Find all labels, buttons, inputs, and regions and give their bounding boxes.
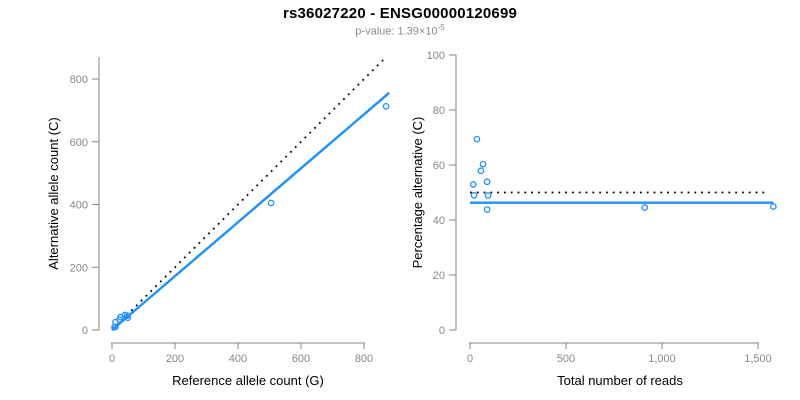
y-tick-label: 100 <box>427 50 445 62</box>
regression-line <box>111 91 390 331</box>
x-tick-label: 800 <box>355 353 373 365</box>
x-tick-label: 0 <box>109 353 115 365</box>
x-tick-label: 1,000 <box>648 353 676 365</box>
data-point <box>123 312 131 319</box>
data-point <box>770 203 777 210</box>
y-tick-label: 200 <box>70 262 88 274</box>
x-tick-label: 400 <box>229 353 247 365</box>
data-point <box>477 167 485 175</box>
pvalue-exponent: -5 <box>437 23 445 32</box>
identity-line <box>111 58 386 331</box>
y-tick-label: 800 <box>70 74 88 86</box>
y-tick-label: 60 <box>433 160 445 172</box>
data-point <box>479 160 487 168</box>
data-point <box>382 102 390 110</box>
y-tick-label: 80 <box>433 105 445 117</box>
data-point <box>641 204 649 211</box>
y-axis-title: Alternative allele count (C) <box>46 117 61 269</box>
x-tick-label: 500 <box>557 353 575 365</box>
x-tick-label: 200 <box>166 353 184 365</box>
x-axis-title: Reference allele count (G) <box>172 373 324 388</box>
plot-title: rs36027220 - ENSG00000120699 <box>282 5 518 22</box>
plot-subtitle: p-value: 1.39×10-5 <box>0 23 800 38</box>
x-tick-label: 0 <box>467 353 473 365</box>
y-tick-label: 20 <box>433 270 445 282</box>
data-point <box>483 206 491 213</box>
data-point <box>473 135 481 143</box>
x-tick-label: 600 <box>292 353 310 365</box>
x-tick-label: 1,500 <box>744 353 772 365</box>
data-point <box>112 323 119 331</box>
right-plot: 0 500 1,000 1,500 0 20 40 60 80 100 Total number o… <box>410 50 777 388</box>
pvalue-text: p-value: 1.39×10 <box>355 25 438 38</box>
y-tick-label: 600 <box>70 137 88 149</box>
data-point <box>470 191 478 199</box>
data-point <box>484 192 492 199</box>
y-axis-title: Percentage alternative (C) <box>410 117 425 269</box>
data-point <box>483 178 491 186</box>
y-tick-label: 0 <box>82 325 88 337</box>
y-tick-label: 0 <box>439 325 445 337</box>
data-point <box>267 199 275 207</box>
x-axis-title: Total number of reads <box>557 373 683 388</box>
data-point <box>469 181 477 188</box>
left-plot: 0 200 400 600 800 0 200 400 600 800 Reference alle… <box>46 57 390 388</box>
y-tick-label: 400 <box>70 200 88 212</box>
y-tick-label: 40 <box>433 215 445 227</box>
